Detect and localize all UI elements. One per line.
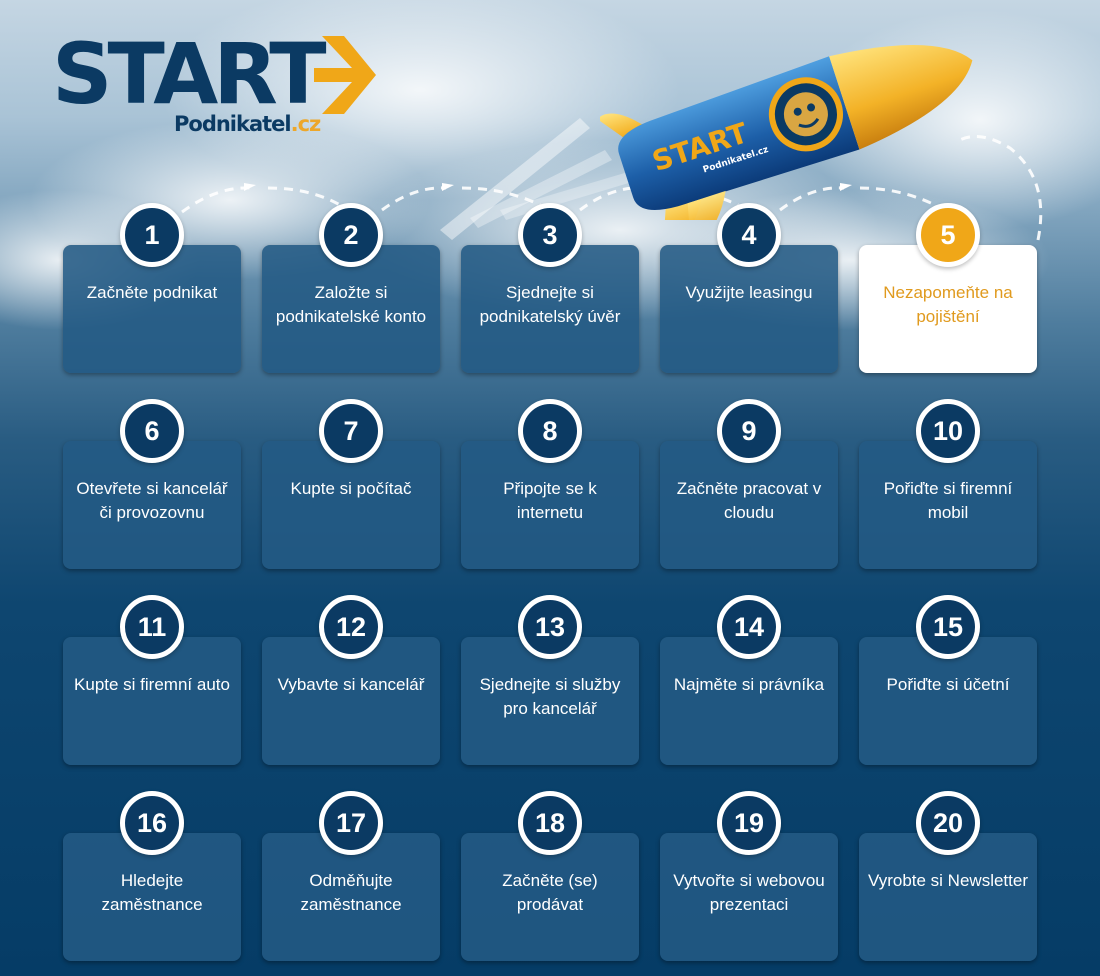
step-tile-20[interactable]: Vyrobte si Newsletter (859, 833, 1037, 961)
step-label: Začněte podnikat (86, 283, 218, 302)
step-label: Pořiďte si účetní (886, 675, 1010, 694)
step-label: Hledejte zaměstnance (101, 871, 203, 914)
step-tile-4[interactable]: Využijte leasingu (660, 245, 838, 373)
logo-subtitle-main: Podnikatel (174, 112, 292, 136)
step-number-badge-8[interactable]: 8 (518, 399, 582, 463)
step-label: Pořiďte si firemní mobil (883, 479, 1013, 522)
step-number-badge-17[interactable]: 17 (319, 791, 383, 855)
step-label: Sjednejte si služby pro kancelář (479, 675, 621, 718)
rocket-illustration: START Podnikatel.cz (600, 44, 973, 220)
step-number-badge-13[interactable]: 13 (518, 595, 582, 659)
step-number-badge-20[interactable]: 20 (916, 791, 980, 855)
step-label: Najměte si právníka (673, 675, 825, 694)
step-tile-12[interactable]: Vybavte si kancelář (262, 637, 440, 765)
step-label: Začněte (se) prodávat (502, 871, 598, 914)
step-number-badge-6[interactable]: 6 (120, 399, 184, 463)
step-label: Nezapomeňte na pojištění (883, 283, 1013, 326)
step-label: Otevřete si kancelář či provozovnu (76, 479, 228, 522)
step-number-badge-12[interactable]: 12 (319, 595, 383, 659)
step-label: Odměňujte zaměstnance (300, 871, 402, 914)
step-number-badge-15[interactable]: 15 (916, 595, 980, 659)
step-number-badge-9[interactable]: 9 (717, 399, 781, 463)
arrow-right-icon (314, 36, 376, 114)
step-tile-8[interactable]: Připojte se k internetu (461, 441, 639, 569)
step-label: Vytvořte si webovou prezentaci (673, 871, 825, 914)
step-number-badge-5[interactable]: 5 (916, 203, 980, 267)
logo-subtitle: Podnikatel.cz (174, 112, 322, 136)
logo-subtitle-tld: .cz (290, 112, 322, 136)
step-number-badge-16[interactable]: 16 (120, 791, 184, 855)
step-number-badge-14[interactable]: 14 (717, 595, 781, 659)
step-number-badge-2[interactable]: 2 (319, 203, 383, 267)
step-label: Vybavte si kancelář (277, 675, 425, 694)
step-label: Vyrobte si Newsletter (868, 871, 1028, 890)
logo-text: START (52, 25, 326, 123)
step-label: Připojte se k internetu (503, 479, 597, 522)
step-label: Kupte si počítač (290, 479, 412, 498)
step-label: Začněte pracovat v cloudu (676, 479, 822, 522)
step-number-badge-4[interactable]: 4 (717, 203, 781, 267)
step-number-badge-11[interactable]: 11 (120, 595, 184, 659)
logo[interactable]: START Podnikatel.cz (52, 32, 382, 152)
step-number-badge-1[interactable]: 1 (120, 203, 184, 267)
step-tile-7[interactable]: Kupte si počítač (262, 441, 440, 569)
step-number-badge-10[interactable]: 10 (916, 399, 980, 463)
step-label: Sjednejte si podnikatelský úvěr (479, 283, 621, 326)
step-label: Kupte si firemní auto (74, 675, 230, 694)
step-number-badge-19[interactable]: 19 (717, 791, 781, 855)
step-label: Využijte leasingu (685, 283, 813, 302)
step-label: Založte si podnikatelské konto (275, 283, 427, 326)
step-tile-18[interactable]: Začněte (se) prodávat (461, 833, 639, 961)
step-number-badge-18[interactable]: 18 (518, 791, 582, 855)
step-number-badge-7[interactable]: 7 (319, 399, 383, 463)
step-number-badge-3[interactable]: 3 (518, 203, 582, 267)
